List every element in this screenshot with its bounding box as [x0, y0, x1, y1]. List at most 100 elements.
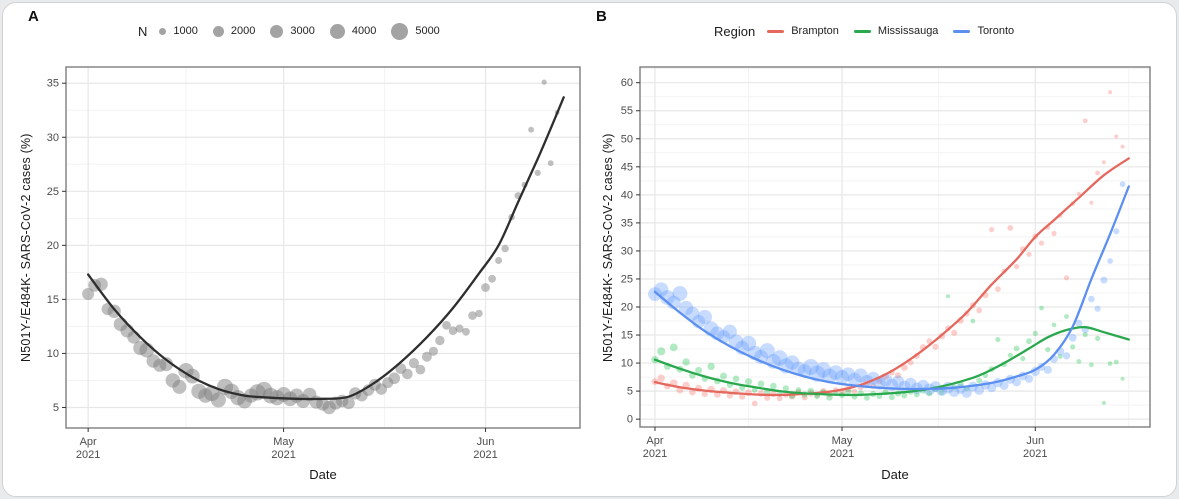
data-point [764, 394, 771, 401]
data-point [770, 382, 777, 390]
data-point [1107, 258, 1113, 264]
size-legend-bubble [270, 24, 284, 38]
y-tick-label: 20 [621, 302, 633, 314]
y-tick-label: 5 [53, 402, 59, 414]
data-point [876, 377, 883, 385]
x-tick-label: Apr 2021 [76, 436, 100, 461]
y-tick-label: 25 [621, 273, 633, 285]
data-point [999, 381, 1009, 390]
trend-line-brampton [653, 157, 1130, 397]
data-point [1089, 362, 1094, 368]
trend-line-mississauga [653, 325, 1130, 397]
data-point [1068, 333, 1077, 342]
panel-b-x-axis-title: Date [881, 467, 909, 482]
data-point [1076, 359, 1082, 364]
data-point [1113, 228, 1120, 235]
data-point [428, 346, 438, 356]
data-point [901, 364, 908, 371]
data-point [534, 169, 541, 176]
data-point [847, 372, 862, 386]
data-point [1075, 319, 1083, 327]
data-point [1100, 276, 1108, 284]
data-point [938, 389, 945, 396]
data-point [995, 286, 1001, 292]
panel-a-label: A [28, 8, 39, 25]
data-point [528, 126, 534, 133]
data-point [1013, 345, 1020, 352]
data-point [495, 257, 503, 264]
data-point [685, 306, 700, 321]
data-point [1101, 160, 1106, 165]
data-point [1120, 144, 1125, 149]
data-point [989, 227, 995, 233]
data-point [720, 372, 727, 380]
region-legend-line [953, 29, 971, 33]
data-point [889, 394, 895, 401]
y-tick-label: 30 [621, 245, 633, 257]
size-legend-item: 5000 [391, 22, 440, 40]
size-legend-value: 5000 [415, 25, 440, 37]
region-legend-items: Brampton Mississauga Toronto [767, 25, 1029, 37]
data-point [1045, 347, 1051, 353]
data-point [707, 362, 715, 371]
data-point [488, 274, 496, 283]
panel-b-plot: Apr 2021 May 2021 Jun 2021 0 5 10 15 20 25 30 35 40 45 5… [621, 66, 1151, 460]
data-point [1062, 352, 1071, 360]
data-point [1014, 264, 1020, 270]
data-point [1070, 344, 1076, 350]
region-legend-label: Mississauga [877, 25, 939, 37]
data-point [1101, 400, 1106, 405]
data-point [159, 357, 174, 372]
data-point [1020, 356, 1026, 362]
data-point [771, 350, 788, 366]
data-point [946, 294, 950, 299]
data-point [342, 397, 355, 410]
data-point [995, 336, 1001, 343]
data-point [791, 361, 806, 376]
data-point [1108, 90, 1113, 95]
size-legend-value: 4000 [351, 25, 377, 37]
data-point [442, 320, 451, 330]
region-legend-label: Brampton [791, 25, 839, 37]
data-point [1063, 275, 1070, 281]
data-point [1057, 353, 1063, 359]
region-legend: Region Brampton Mississauga Toronto [714, 16, 1029, 46]
data-point [1114, 134, 1119, 139]
panel-border [639, 66, 1151, 428]
data-point [82, 288, 95, 300]
size-legend-bubble [391, 22, 409, 40]
trend-line-all-regions [86, 96, 565, 401]
x-tick-label: May 2021 [271, 436, 295, 461]
data-point [1039, 305, 1044, 311]
data-point [776, 395, 783, 402]
data-point [822, 368, 837, 384]
data-point [682, 358, 690, 366]
data-point [732, 375, 740, 383]
data-point [1007, 352, 1013, 358]
data-point [1043, 365, 1052, 374]
data-point [421, 351, 432, 362]
data-point [895, 372, 902, 379]
data-point [481, 283, 490, 292]
data-point [853, 368, 868, 383]
data-point [722, 324, 737, 339]
data-point [782, 385, 789, 392]
size-legend-title: N [138, 23, 148, 39]
data-point [501, 244, 509, 253]
x-tick-label: Jun 2021 [473, 436, 497, 461]
data-point [802, 359, 819, 375]
x-tick-label: Jun 2021 [1023, 435, 1047, 460]
data-point [851, 388, 858, 395]
data-point [901, 392, 908, 399]
size-legend-item: 1000 [159, 25, 198, 37]
data-point [815, 362, 831, 378]
data-point [689, 388, 696, 396]
data-point [904, 377, 917, 390]
data-point [1113, 359, 1119, 365]
data-point [455, 324, 464, 333]
data-point [801, 394, 808, 401]
data-point [795, 387, 802, 393]
region-legend-line [853, 29, 871, 33]
data-point [759, 343, 775, 359]
